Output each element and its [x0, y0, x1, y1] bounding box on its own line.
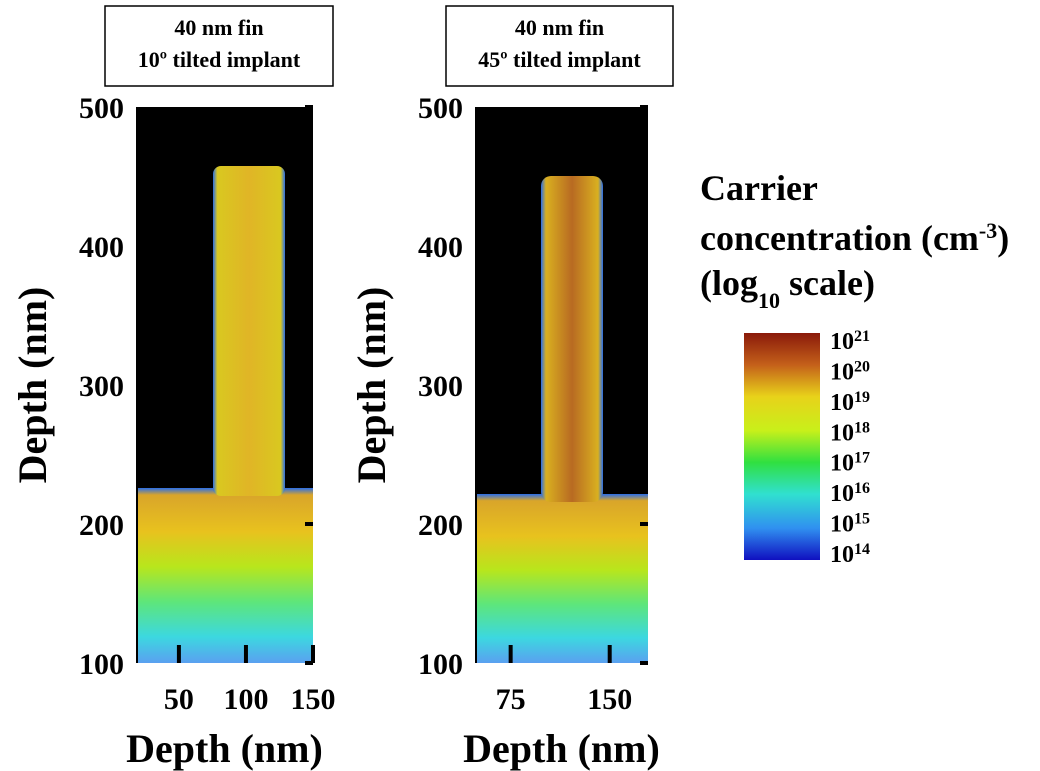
colorbar-tick-label: 1016	[830, 480, 870, 508]
tick-base: 10	[830, 512, 854, 538]
panel-title: 40 nm fin	[174, 15, 263, 40]
tick-exponent: 15	[854, 510, 870, 527]
colorbar	[744, 333, 820, 560]
tick-base: 10	[830, 420, 854, 446]
colorbar-tick-label: 1014	[830, 541, 870, 569]
x-axis-label: Depth (nm)	[126, 726, 323, 771]
colorbar-title: (log10 scale)	[700, 263, 875, 313]
x-tick-label: 50	[164, 683, 194, 716]
colorbar-title-part: )	[997, 218, 1009, 258]
colorbar-title: concentration (cm-3)	[700, 218, 1009, 259]
tick-exponent: 17	[854, 449, 870, 466]
y-tick-label: 500	[79, 92, 124, 125]
tick-exponent: 20	[854, 358, 870, 375]
tick-base: 10	[830, 359, 854, 385]
colorbar-tick-label: 1020	[830, 358, 870, 386]
x-tick-label: 150	[291, 683, 336, 716]
colorbar-tick-label: 1015	[830, 510, 870, 538]
y-tick-label: 200	[418, 509, 463, 542]
y-tick-label: 300	[79, 370, 124, 403]
tick-exponent: 14	[854, 541, 870, 558]
y-axis-label: Depth (nm)	[349, 287, 394, 484]
colorbar-title-part: (log	[700, 263, 758, 303]
y-tick-label: 400	[418, 231, 463, 264]
y-axis-label: Depth (nm)	[10, 287, 55, 484]
colorbar-title-part: 10	[758, 288, 780, 313]
colorbar-title-part: scale)	[780, 263, 875, 303]
colorbar-title: Carrier	[700, 168, 818, 208]
x-tick-label: 150	[587, 683, 632, 716]
colorbar-tick-label: 1018	[830, 419, 870, 447]
x-tick-label: 75	[496, 683, 526, 716]
title-box	[445, 5, 674, 87]
colorbar-title-part: -3	[979, 218, 997, 243]
panel-title: 45º tilted implant	[478, 47, 641, 72]
tick-exponent: 19	[854, 388, 870, 405]
y-tick-label: 100	[79, 648, 124, 681]
colorbar-tick-label: 1021	[830, 328, 870, 356]
colorbar-title-part: concentration (cm	[700, 218, 979, 258]
tick-exponent: 16	[854, 480, 870, 497]
tick-base: 10	[830, 329, 854, 355]
y-tick-label: 100	[418, 648, 463, 681]
y-tick-label: 300	[418, 370, 463, 403]
y-tick-label: 500	[418, 92, 463, 125]
colorbar-tick-label: 1017	[830, 449, 870, 477]
tick-base: 10	[830, 390, 854, 416]
title-box	[104, 5, 334, 87]
y-tick-label: 200	[79, 509, 124, 542]
panel-title: 40 nm fin	[515, 15, 604, 40]
y-tick-label: 400	[79, 231, 124, 264]
colorbar-tick-label: 1019	[830, 388, 870, 416]
heatmap-image	[136, 107, 648, 663]
panel-title: 10º tilted implant	[138, 47, 301, 72]
tick-base: 10	[830, 451, 854, 477]
tick-base: 10	[830, 481, 854, 507]
tick-exponent: 21	[854, 328, 870, 345]
tick-exponent: 18	[854, 419, 870, 436]
tick-base: 10	[830, 542, 854, 568]
x-axis-label: Depth (nm)	[463, 726, 660, 771]
x-tick-label: 100	[223, 683, 268, 716]
